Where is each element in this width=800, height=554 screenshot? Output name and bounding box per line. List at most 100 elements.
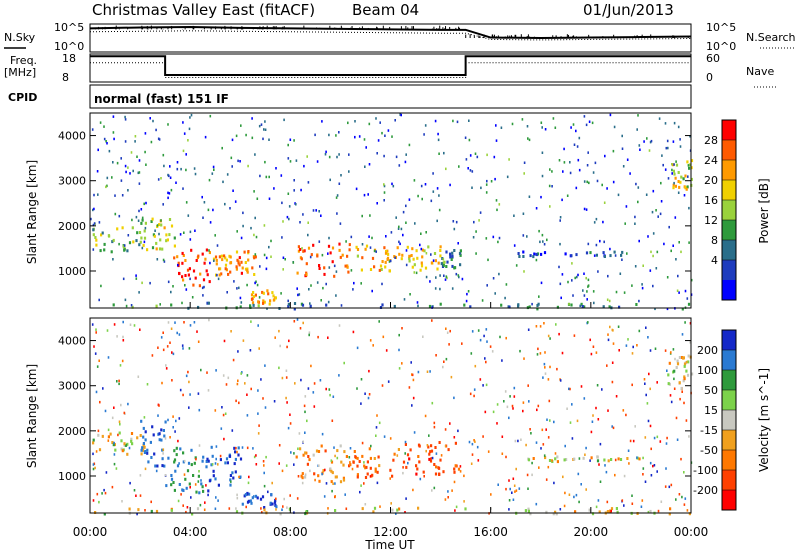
power-noise [145, 163, 147, 166]
power-noise [405, 221, 407, 224]
velocity-noise [111, 416, 114, 420]
velocity-noise [293, 452, 295, 455]
power-noise [159, 303, 161, 306]
velocity-noise [389, 437, 392, 440]
power-cell [235, 250, 239, 254]
power-noise [404, 160, 407, 164]
velocity-cell [206, 457, 209, 461]
velocity-noise [150, 500, 152, 504]
power-noise [239, 160, 241, 163]
power-cell [360, 268, 363, 272]
power-noise [526, 125, 529, 128]
velocity-cell [92, 441, 95, 445]
power-cell [207, 301, 210, 305]
power-noise [471, 186, 473, 189]
power-cell [168, 218, 172, 221]
power-cell [365, 244, 369, 248]
velocity-cell [139, 434, 142, 437]
power-cell [254, 293, 257, 297]
power-cell [95, 238, 98, 242]
power-noise [562, 170, 564, 173]
velocity-cell [239, 457, 243, 461]
power-cell [408, 256, 411, 260]
velocity-noise [273, 400, 276, 403]
velocity-cell [393, 452, 396, 456]
power-cell [121, 226, 124, 230]
power-noise [175, 181, 177, 184]
colorbar-frame [721, 119, 737, 301]
power-cell [450, 258, 453, 261]
velocity-noise [611, 361, 614, 364]
velocity-cell [334, 475, 337, 479]
power-noise [245, 133, 247, 137]
velocity-noise [527, 487, 529, 490]
velocity-cell [226, 461, 229, 465]
power-cell [135, 239, 138, 243]
power-cell [254, 255, 257, 259]
velocity-cell [174, 469, 177, 473]
velocity-noise [515, 467, 517, 471]
velocity-noise [178, 462, 180, 465]
power-cell [323, 272, 326, 276]
colorbar-tick-label: 15 [704, 404, 718, 417]
velocity-noise [571, 403, 573, 406]
power-noise [306, 155, 308, 158]
velocity-noise [286, 506, 288, 509]
velocity-noise [551, 459, 553, 462]
power-noise [96, 170, 99, 173]
power-cell [184, 274, 187, 277]
power-cell [445, 265, 448, 268]
velocity-cell [233, 462, 236, 466]
velocity-noise [144, 509, 146, 512]
power-noise [466, 292, 468, 296]
velocity-noise [636, 456, 638, 459]
velocity-noise [313, 405, 316, 408]
power-noise [465, 158, 468, 161]
power-noise [494, 177, 496, 181]
power-noise [256, 283, 259, 287]
velocity-noise [649, 349, 652, 352]
velocity-cell [361, 507, 364, 511]
velocity-noise [471, 453, 474, 456]
y-tick-label: 1000 [58, 470, 86, 483]
power-cell [246, 268, 249, 272]
velocity-cell [606, 510, 609, 513]
power-noise [615, 290, 618, 294]
velocity-noise [670, 351, 672, 354]
velocity-cell [143, 445, 146, 449]
velocity-noise [402, 471, 404, 475]
power-noise [162, 153, 165, 157]
power-cell [235, 267, 238, 271]
power-noise [424, 124, 427, 127]
velocity-noise [528, 400, 530, 403]
power-noise [677, 274, 679, 278]
power-noise [177, 263, 179, 267]
power-noise [93, 193, 95, 197]
velocity-cell [348, 464, 351, 468]
power-noise [485, 191, 488, 194]
velocity-noise [589, 459, 591, 462]
velocity-noise [584, 453, 586, 456]
velocity-cell [144, 438, 147, 442]
velocity-noise [389, 477, 391, 480]
y-tick-label: 2000 [58, 425, 86, 438]
power-cell [356, 248, 360, 251]
power-cell [182, 254, 185, 257]
colorbar-tick-label: 24 [704, 154, 718, 167]
velocity-noise [255, 463, 258, 466]
power-noise [93, 222, 96, 225]
velocity-noise [300, 378, 302, 382]
power-noise [325, 282, 327, 286]
velocity-cell [202, 455, 205, 459]
velocity-noise [123, 411, 126, 415]
velocity-noise [413, 431, 416, 434]
velocity-cell [98, 448, 102, 452]
power-noise [296, 287, 298, 290]
power-noise [642, 264, 644, 267]
power-noise [467, 167, 469, 170]
velocity-noise [504, 390, 507, 393]
velocity-noise [319, 379, 322, 382]
